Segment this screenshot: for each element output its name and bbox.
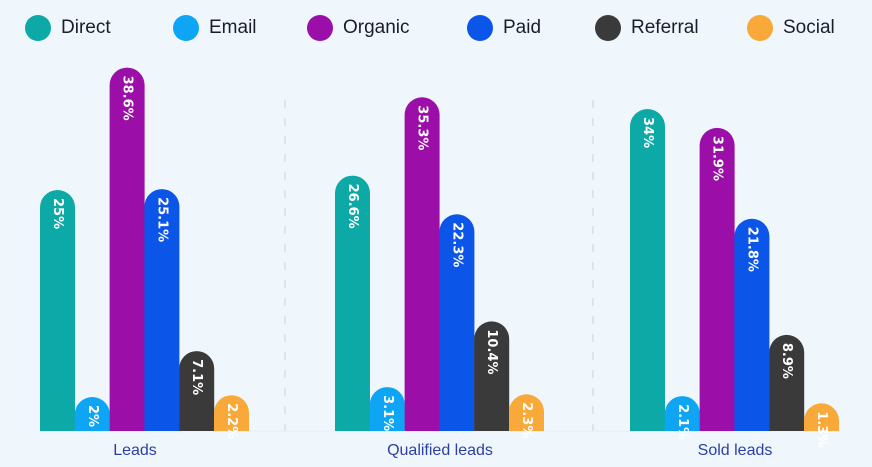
data-label-organic-sold-leads: 31.9% bbox=[710, 136, 725, 181]
legend-label-paid: Paid bbox=[503, 17, 542, 38]
legend-label-social: Social bbox=[783, 17, 835, 38]
legend-item-email: Email bbox=[173, 15, 257, 41]
data-label-direct-qualified-leads: 26.6% bbox=[345, 184, 360, 229]
bar-paid-qualified-leads bbox=[439, 214, 475, 431]
data-label-email-qualified-leads: 3.1% bbox=[380, 395, 395, 431]
bar-social-qualified-leads bbox=[509, 394, 544, 431]
data-label-paid-leads: 25.1% bbox=[154, 197, 169, 242]
data-label-direct-leads: 25% bbox=[50, 198, 65, 229]
data-label-social-qualified-leads: 2.3% bbox=[519, 402, 534, 438]
legend-swatch-direct bbox=[25, 15, 51, 41]
legend-item-direct: Direct bbox=[25, 15, 111, 41]
category-label-sold-leads: Sold leads bbox=[698, 442, 773, 459]
bar-direct-leads bbox=[40, 190, 75, 431]
bar-referral-sold-leads bbox=[769, 334, 805, 431]
bar-organic-leads bbox=[109, 67, 145, 432]
data-label-email-leads: 2% bbox=[85, 405, 100, 427]
category-label-leads: Leads bbox=[113, 442, 157, 459]
legend-swatch-email bbox=[173, 15, 199, 41]
legend-item-social: Social bbox=[747, 15, 835, 41]
bar-email-leads bbox=[74, 397, 110, 431]
data-label-email-sold-leads: 2.1% bbox=[675, 404, 690, 440]
data-label-organic-leads: 38.6% bbox=[120, 76, 135, 121]
legend-swatch-organic bbox=[307, 15, 333, 41]
data-label-organic-qualified-leads: 35.3% bbox=[415, 105, 430, 150]
legend-item-referral: Referral bbox=[595, 15, 699, 41]
legend-label-organic: Organic bbox=[343, 17, 410, 38]
bar-referral-leads bbox=[179, 351, 215, 431]
data-label-direct-sold-leads: 34% bbox=[640, 117, 655, 148]
bar-referral-qualified-leads bbox=[474, 321, 510, 431]
legend-label-direct: Direct bbox=[61, 17, 111, 38]
data-label-social-leads: 2.2% bbox=[224, 403, 239, 439]
bar-paid-sold-leads bbox=[734, 218, 770, 431]
bar-direct-qualified-leads bbox=[335, 175, 370, 431]
bar-social-sold-leads bbox=[804, 403, 839, 431]
data-label-referral-leads: 7.1% bbox=[189, 359, 204, 395]
bar-email-qualified-leads bbox=[369, 387, 405, 431]
bar-email-sold-leads bbox=[664, 396, 700, 431]
category-label-qualified-leads: Qualified leads bbox=[387, 442, 493, 459]
data-label-referral-sold-leads: 8.9% bbox=[779, 343, 794, 379]
legend-swatch-referral bbox=[595, 15, 621, 41]
legend-label-email: Email bbox=[209, 17, 257, 38]
chart-legend: Direct Email Organic Paid Referral Social bbox=[0, 0, 872, 56]
legend-item-paid: Paid bbox=[467, 15, 541, 41]
data-label-paid-sold-leads: 21.8% bbox=[744, 227, 759, 272]
bar-paid-leads bbox=[144, 189, 180, 431]
data-label-social-sold-leads: 1.3% bbox=[814, 411, 829, 447]
bar-direct-sold-leads bbox=[630, 109, 665, 431]
data-label-referral-qualified-leads: 10.4% bbox=[484, 329, 499, 374]
bar-social-leads bbox=[214, 395, 249, 431]
bar-organic-sold-leads bbox=[699, 127, 735, 431]
legend-swatch-social bbox=[747, 15, 773, 41]
legend-swatch-paid bbox=[467, 15, 493, 41]
data-label-paid-qualified-leads: 22.3% bbox=[449, 222, 464, 267]
bar-organic-qualified-leads bbox=[404, 97, 440, 431]
legend-item-organic: Organic bbox=[307, 15, 410, 41]
legend-label-referral: Referral bbox=[631, 17, 699, 38]
